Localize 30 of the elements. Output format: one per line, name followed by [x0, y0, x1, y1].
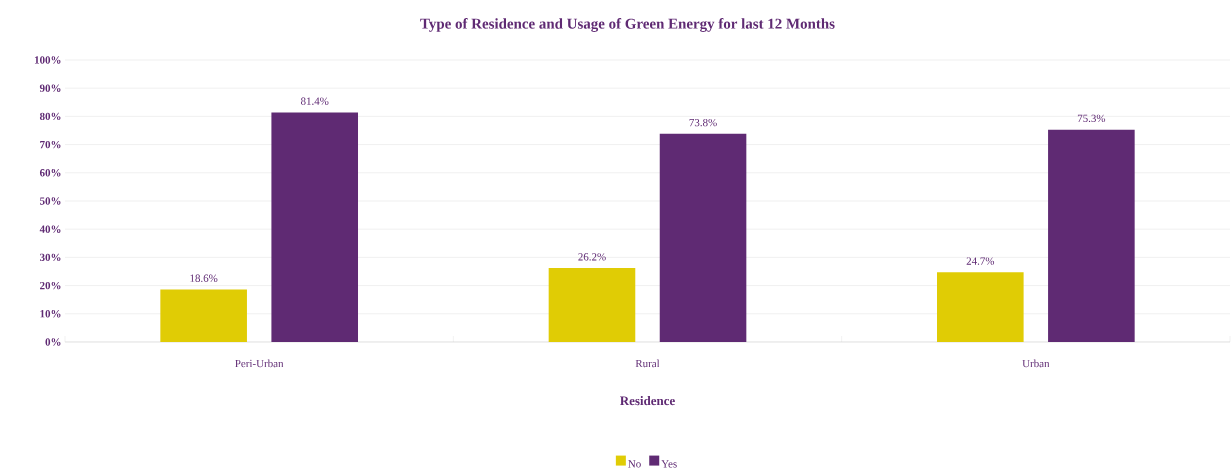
y-tick-label: 0% [45, 338, 61, 346]
chart-title: Type of Residence and Usage of Green Energy for last 12 Months [420, 18, 835, 32]
data-label: 26.2% [578, 253, 606, 261]
bar [548, 268, 636, 342]
y-tick-label: 30% [39, 253, 61, 262]
y-tick-label: 20% [40, 281, 61, 290]
y-tick-label: 50% [40, 197, 61, 205]
data-label: 73.8% [689, 118, 717, 127]
y-tick-label: 40% [39, 225, 61, 233]
legend-label: Yes [661, 460, 677, 468]
y-tick-label: 80% [39, 112, 61, 121]
data-label: 75.3% [1077, 114, 1106, 123]
bar [1048, 129, 1135, 342]
bar [659, 133, 747, 342]
x-axis-title: Residence [620, 396, 675, 406]
x-tick-label: Urban [1022, 359, 1050, 368]
data-label: 24.7% [966, 257, 995, 265]
y-tick-label: 100% [34, 56, 61, 64]
bar [271, 112, 359, 342]
x-tick-label: Rural [635, 359, 660, 368]
y-tick-label: 70% [40, 140, 61, 149]
y-tick-label: 90% [39, 84, 61, 92]
y-tick-label: 10% [40, 310, 61, 318]
bar [160, 289, 247, 342]
x-tick-label: Peri-Urban [235, 359, 284, 368]
bar [937, 272, 1024, 342]
data-label: 18.6% [190, 274, 218, 283]
legend-label: No [628, 460, 641, 468]
y-tick-label: 60% [39, 169, 61, 177]
data-label: 81.4% [300, 97, 329, 105]
